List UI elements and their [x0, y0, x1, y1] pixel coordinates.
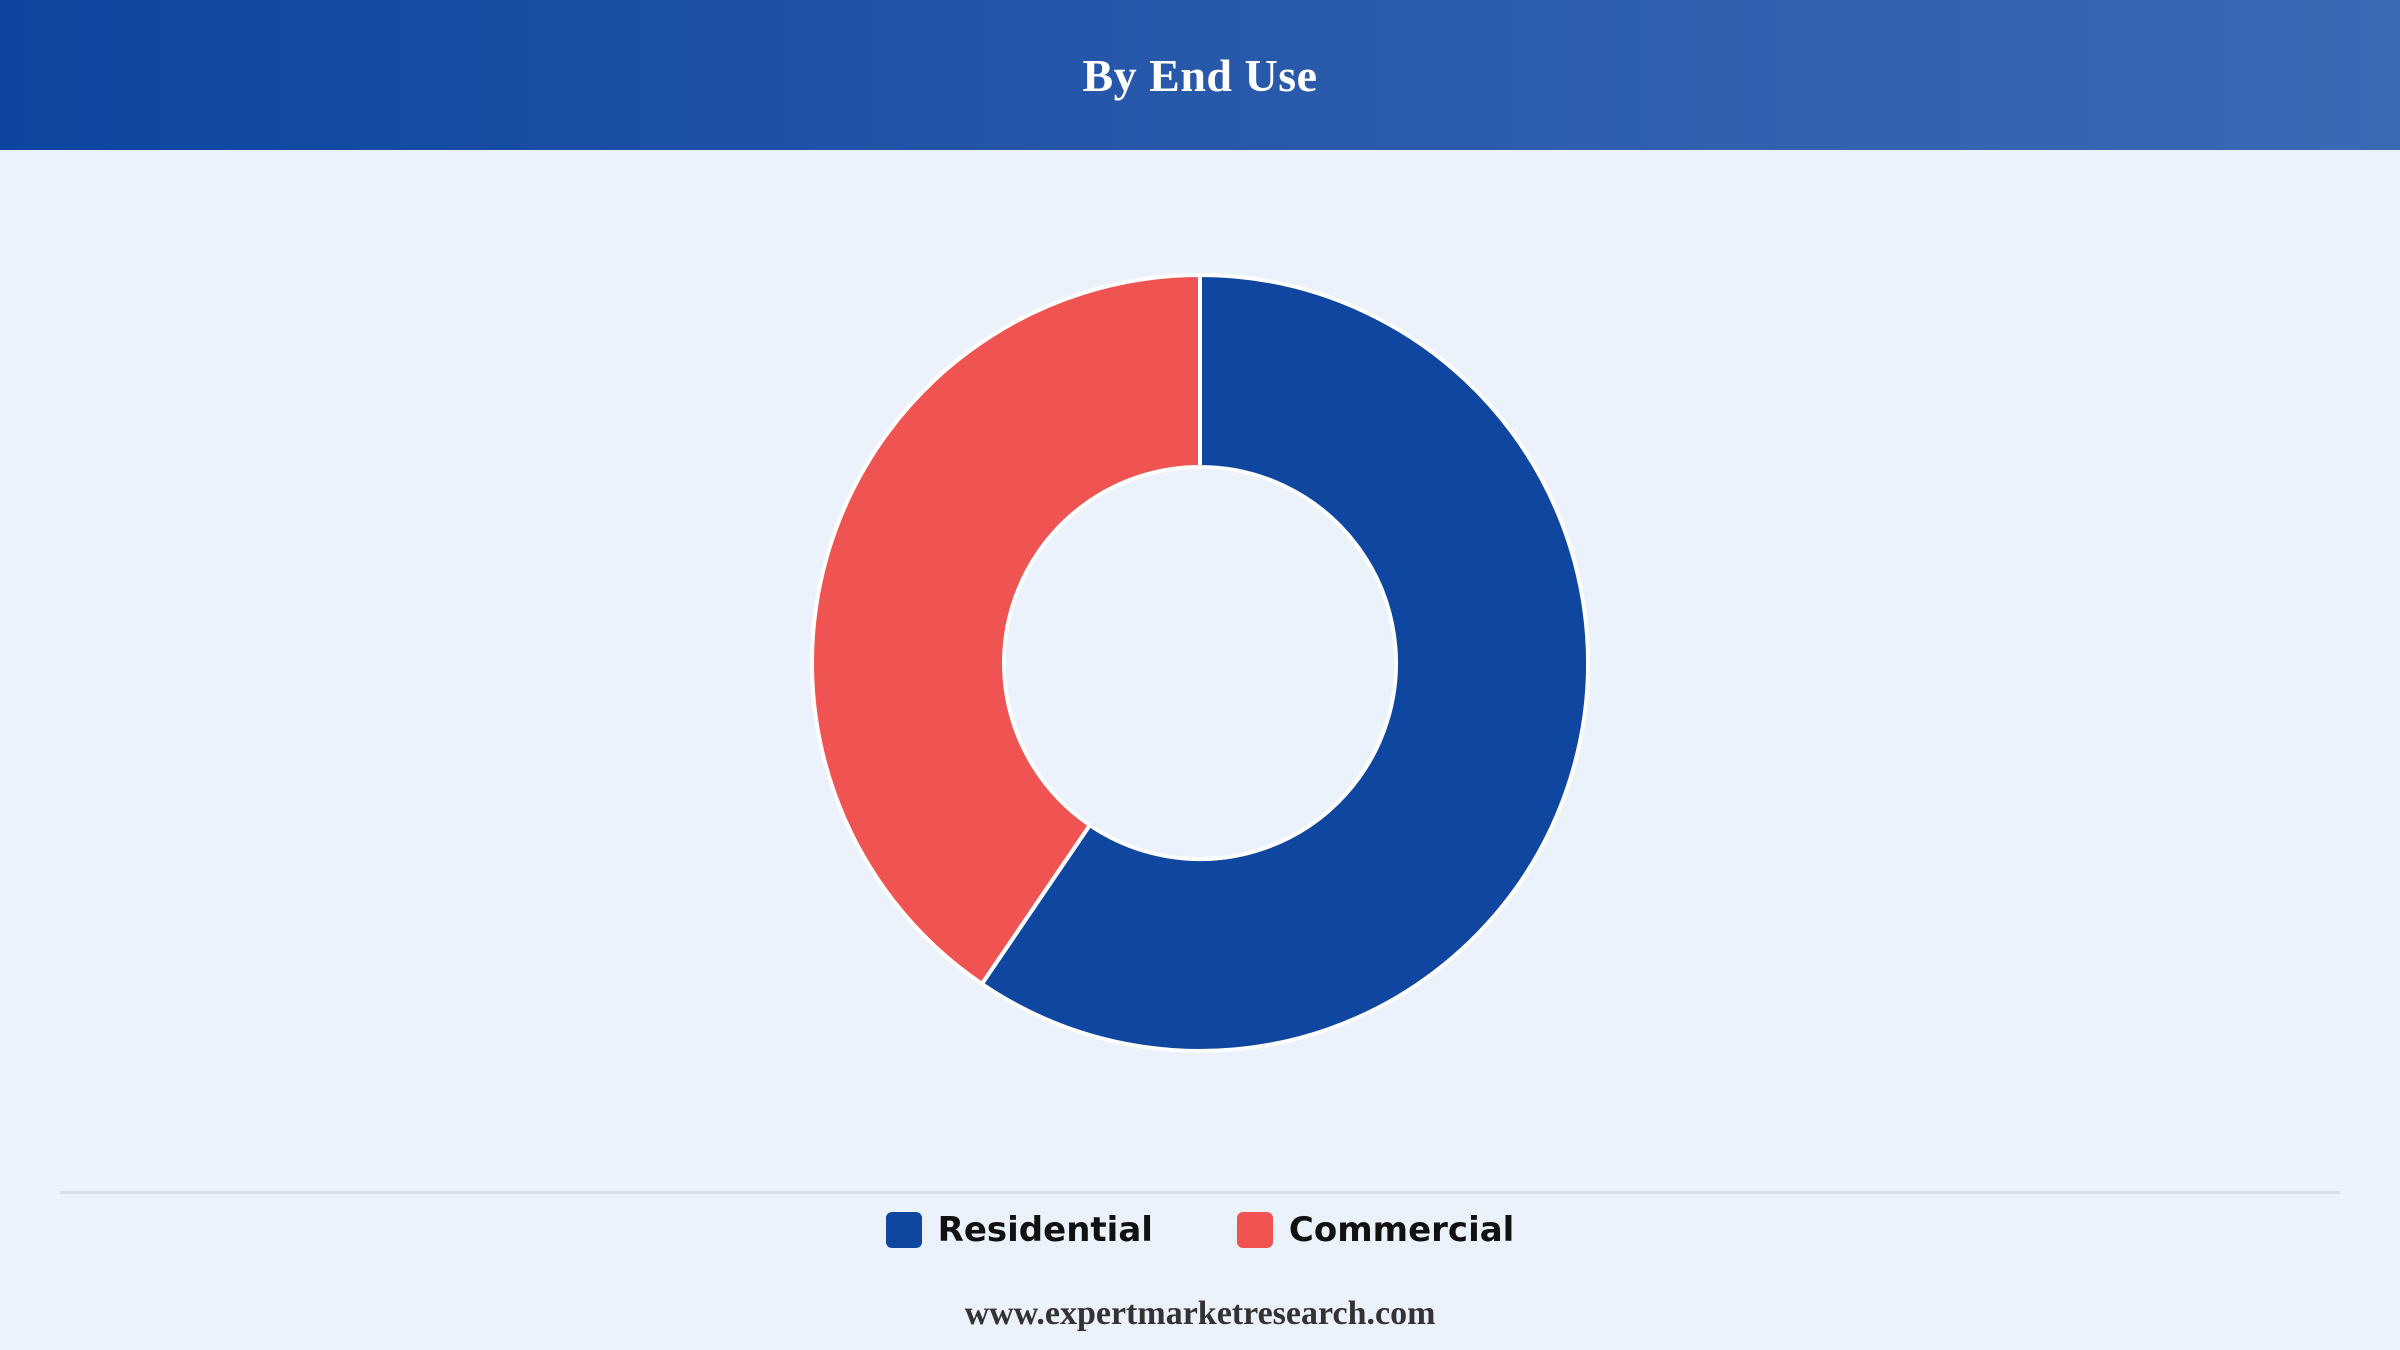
header-bar: By End Use [0, 0, 2400, 150]
legend-label-commercial: Commercial [1288, 1210, 1515, 1250]
legend-swatch-commercial [1236, 1212, 1273, 1248]
donut-slice-commercial[interactable] [810, 273, 1202, 986]
legend-item-commercial[interactable]: Commercial [1236, 1210, 1515, 1250]
chart-title: By End Use [1082, 49, 1318, 101]
legend-divider [60, 1191, 2340, 1194]
legend-swatch-residential [885, 1212, 922, 1248]
donut-slice-residential[interactable] [979, 273, 1590, 1053]
legend-item-residential[interactable]: Residential [885, 1210, 1153, 1250]
legend-label-residential: Residential [937, 1210, 1153, 1250]
source-url: www.expertmarketresearch.com [964, 1295, 1436, 1332]
legend: Residential Commercial [0, 1205, 2400, 1255]
